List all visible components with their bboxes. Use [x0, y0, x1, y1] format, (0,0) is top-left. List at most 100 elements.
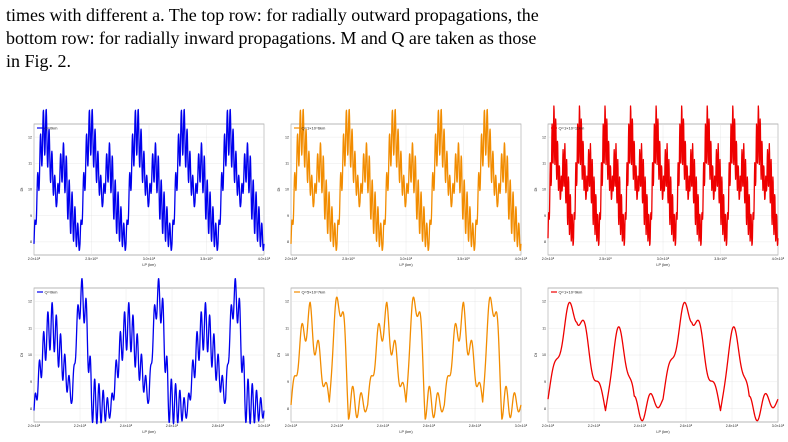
legend-label: Q=5×10^7km — [302, 289, 327, 294]
x-tick-label: 3.0×10⁸ — [772, 424, 785, 428]
legend-label: Q=1×10^9km — [559, 289, 584, 294]
y-tick-label: 8 — [30, 240, 32, 244]
x-tick-label: 2.6×10⁸ — [423, 424, 436, 428]
x-tick-label: 4.0×10⁸ — [258, 257, 271, 261]
chart-svg: 12 11 10 9 8 2.0×10⁸ 2.2×10⁸ 2.4×10⁸ 2.6×10⁸ 2.8×… — [20, 278, 271, 434]
x-tick-label: 2.5×10⁸ — [85, 257, 98, 261]
x-tick-label: 3.0×10⁸ — [515, 424, 528, 428]
x-tick-label: 2.2×10⁸ — [74, 424, 87, 428]
x-tick-label: 3.5×10⁸ — [714, 257, 727, 261]
series-line — [290, 108, 522, 252]
y-axis-label: Dt — [534, 352, 538, 357]
x-tick-label: 3.0×10⁸ — [143, 257, 156, 261]
x-axis-label: LP (km) — [142, 263, 156, 267]
chart-bottom-middle: 12 11 10 9 8 2.0×10⁸ 2.2×10⁸ 2.4×10⁸ 2.6×10⁸ 2.8×… — [275, 280, 528, 438]
x-axis-label: LP (km) — [142, 430, 156, 434]
legend-label: Q=1×10^6km — [302, 125, 327, 130]
caption-line-1: times with different a. The top row: for… — [6, 5, 539, 25]
x-axis-label: LP (km) — [399, 263, 413, 267]
y-tick-label: 11 — [28, 162, 32, 166]
y-tick-label: 10 — [285, 188, 289, 192]
x-tick-label: 2.6×10⁸ — [166, 424, 179, 428]
x-tick-label: 3.0×10⁸ — [258, 424, 271, 428]
chart-bottom-right: 12 11 10 9 8 2.0×10⁸ 2.2×10⁸ 2.4×10⁸ 2.6×10⁸ 2.8×… — [532, 280, 785, 438]
y-tick-label: 12 — [542, 300, 546, 304]
y-tick-label: 11 — [542, 162, 546, 166]
x-tick-label: 2.0×10⁸ — [28, 424, 41, 428]
x-axis-label: LP (km) — [399, 430, 413, 434]
chart-top-middle: 12 11 10 9 8 2.0×10⁸ 2.5×10⁸ 3.0×10⁸ 3.5×10⁸ 4.0×… — [275, 108, 528, 271]
x-tick-label: 2.2×10⁸ — [331, 424, 344, 428]
legend-label: Q=0km — [45, 125, 59, 130]
y-tick-label: 9 — [544, 380, 546, 384]
series-line — [547, 105, 779, 246]
y-tick-label: 8 — [287, 407, 289, 411]
x-tick-label: 2.8×10⁸ — [212, 424, 225, 428]
y-tick-label: 12 — [285, 135, 289, 139]
y-tick-label: 11 — [285, 326, 289, 330]
chart-svg: 12 11 10 9 8 2.0×10⁸ 2.5×10⁸ 3.0×10⁸ 3.5×10⁸ 4.0×… — [20, 108, 271, 267]
y-tick-label: 10 — [542, 353, 546, 357]
chart-svg: 12 11 10 9 8 2.0×10⁸ 2.2×10⁸ 2.4×10⁸ 2.6×10⁸ 2.8×… — [534, 287, 785, 434]
x-tick-label: 2.0×10⁸ — [542, 424, 555, 428]
x-tick-label: 4.0×10⁸ — [515, 257, 528, 261]
legend-label: Q=1×10^11km — [559, 125, 585, 130]
y-tick-label: 8 — [30, 407, 32, 411]
y-tick-label: 11 — [28, 326, 32, 330]
y-tick-label: 9 — [287, 214, 289, 218]
y-tick-label: 9 — [30, 380, 32, 384]
chart-top-left: 12 11 10 9 8 2.0×10⁸ 2.5×10⁸ 3.0×10⁸ 3.5×10⁸ 4.0×… — [18, 108, 271, 271]
y-tick-label: 11 — [285, 162, 289, 166]
chart-top-right: 12 11 10 9 8 2.0×10⁸ 2.5×10⁸ 3.0×10⁸ 3.5×10⁸ 4.0×… — [532, 105, 785, 271]
y-tick-label: 10 — [28, 188, 32, 192]
x-tick-label: 2.8×10⁸ — [469, 424, 482, 428]
x-tick-label: 2.5×10⁸ — [342, 257, 355, 261]
x-tick-label: 2.2×10⁸ — [588, 424, 601, 428]
x-tick-label: 3.0×10⁸ — [400, 257, 413, 261]
x-tick-label: 2.4×10⁸ — [377, 424, 390, 428]
legend-label: Q=0km — [45, 289, 59, 294]
y-tick-label: 8 — [287, 240, 289, 244]
x-tick-label: 2.0×10⁸ — [285, 257, 298, 261]
caption-line-2: bottom row: for radially inward propagat… — [6, 28, 537, 48]
series-line — [33, 108, 265, 252]
x-tick-label: 2.4×10⁸ — [120, 424, 133, 428]
x-tick-label: 2.0×10⁸ — [28, 257, 41, 261]
y-axis-label: Dt — [534, 187, 538, 192]
chart-svg: 12 11 10 9 8 2.0×10⁸ 2.5×10⁸ 3.0×10⁸ 3.5×10⁸ 4.0×… — [534, 105, 785, 267]
y-tick-label: 8 — [544, 240, 546, 244]
x-tick-label: 2.6×10⁸ — [680, 424, 693, 428]
y-tick-label: 10 — [28, 353, 32, 357]
x-tick-label: 4.0×10⁸ — [772, 257, 785, 261]
y-tick-label: 10 — [542, 188, 546, 192]
caption-line-3: in Fig. 2. — [6, 51, 72, 71]
x-axis-label: LP (km) — [656, 263, 670, 267]
y-tick-label: 12 — [28, 135, 32, 139]
x-tick-label: 2.4×10⁸ — [634, 424, 647, 428]
y-axis-label: Dt — [277, 187, 281, 192]
y-axis-label: Dt — [277, 352, 281, 357]
y-tick-label: 9 — [287, 380, 289, 384]
chart-svg: 12 11 10 9 8 2.0×10⁸ 2.5×10⁸ 3.0×10⁸ 3.5×10⁸ 4.0×… — [277, 108, 528, 267]
x-tick-label: 2.5×10⁸ — [599, 257, 612, 261]
x-axis-label: LP (km) — [656, 430, 670, 434]
y-tick-label: 9 — [30, 214, 32, 218]
x-tick-label: 3.5×10⁸ — [200, 257, 213, 261]
chart-svg: 12 11 10 9 8 2.0×10⁸ 2.2×10⁸ 2.4×10⁸ 2.6×10⁸ 2.8×… — [277, 287, 528, 434]
y-tick-label: 11 — [542, 326, 546, 330]
y-tick-label: 9 — [544, 214, 546, 218]
y-tick-label: 8 — [544, 407, 546, 411]
x-tick-label: 2.8×10⁸ — [726, 424, 739, 428]
figure-caption: times with different a. The top row: for… — [6, 4, 782, 73]
y-tick-label: 12 — [28, 300, 32, 304]
series-line — [290, 296, 522, 420]
x-tick-label: 2.0×10⁸ — [285, 424, 298, 428]
y-axis-label: Dt — [20, 352, 24, 357]
y-tick-label: 12 — [285, 300, 289, 304]
y-tick-label: 10 — [285, 353, 289, 357]
y-axis-label: Dt — [20, 187, 24, 192]
series-line — [33, 278, 265, 425]
series-line — [547, 301, 779, 422]
x-tick-label: 3.0×10⁸ — [657, 257, 670, 261]
x-tick-label: 3.5×10⁸ — [457, 257, 470, 261]
